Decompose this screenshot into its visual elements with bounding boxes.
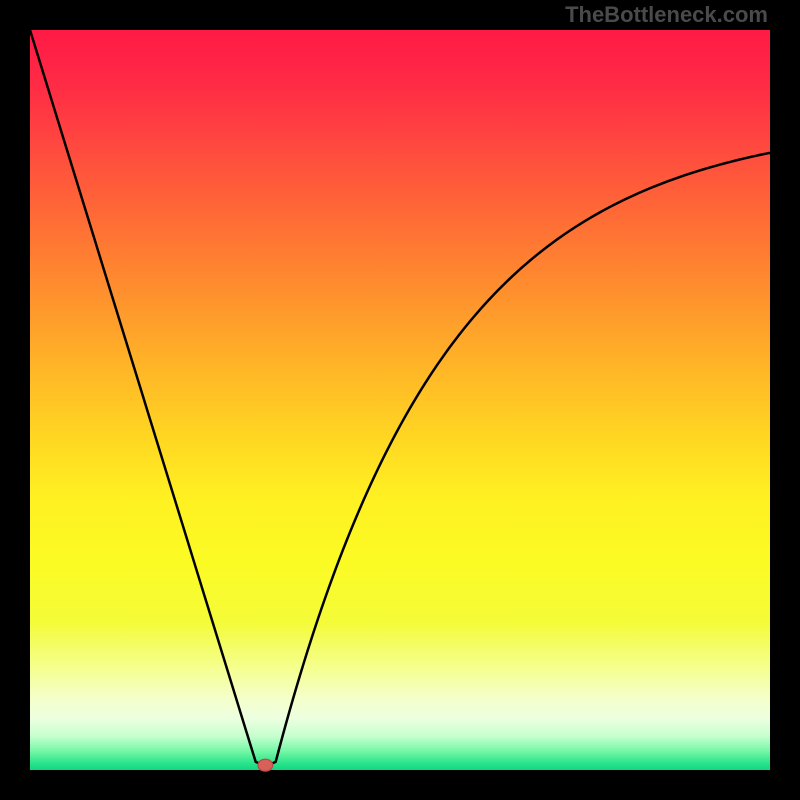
bottleneck-chart: TheBottleneck.com [0, 0, 800, 800]
plot-area [30, 30, 770, 770]
optimal-point-marker [258, 759, 273, 771]
watermark-text: TheBottleneck.com [565, 2, 768, 27]
